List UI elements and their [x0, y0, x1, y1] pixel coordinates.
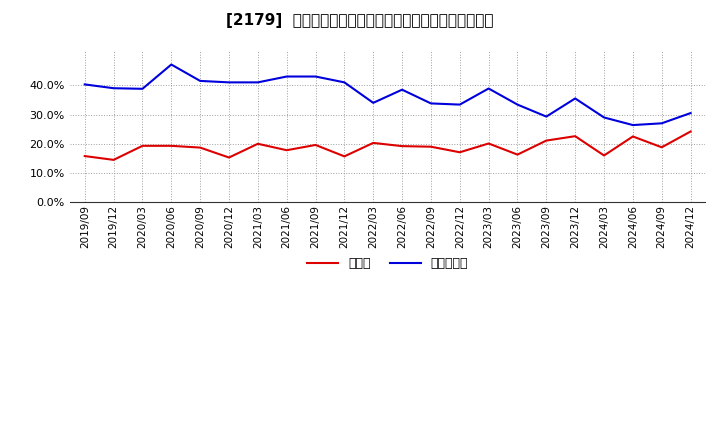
有利子負債 [542, 114, 551, 119]
現預金 [196, 145, 204, 150]
現預金 [167, 143, 176, 148]
現預金 [657, 145, 666, 150]
現預金 [456, 150, 464, 155]
現預金 [138, 143, 147, 148]
有利子負債 [397, 87, 406, 92]
現預金 [513, 152, 522, 157]
有利子負債 [81, 82, 89, 87]
現預金 [282, 147, 291, 153]
現預金 [686, 129, 695, 134]
現預金 [311, 142, 320, 147]
有利子負債 [629, 122, 637, 128]
有利子負債 [282, 74, 291, 79]
有利子負債 [571, 96, 580, 101]
有利子負債 [340, 80, 348, 85]
有利子負債 [167, 62, 176, 67]
現預金 [81, 154, 89, 159]
有利子負債 [513, 102, 522, 107]
現預金 [571, 134, 580, 139]
現預金 [225, 155, 233, 160]
有利子負債 [600, 115, 608, 120]
有利子負債 [485, 86, 493, 91]
有利子負債 [456, 102, 464, 107]
有利子負債 [686, 110, 695, 116]
現預金 [253, 141, 262, 147]
現預金 [109, 157, 118, 162]
有利子負債 [427, 101, 436, 106]
現預金 [369, 140, 377, 146]
有利子負債 [138, 86, 147, 92]
現預金 [542, 138, 551, 143]
有利子負債 [196, 78, 204, 84]
有利子負債 [657, 121, 666, 126]
Legend: 現預金, 有利子負債: 現預金, 有利子負債 [302, 252, 473, 275]
Text: [2179]  現預金、有利子負債の総資産に対する比率の推移: [2179] 現預金、有利子負債の総資産に対する比率の推移 [226, 13, 494, 28]
現預金 [485, 141, 493, 146]
有利子負債 [225, 80, 233, 85]
Line: 現預金: 現預金 [85, 132, 690, 160]
現預金 [600, 153, 608, 158]
有利子負債 [253, 80, 262, 85]
有利子負債 [311, 74, 320, 79]
有利子負債 [109, 85, 118, 91]
現預金 [427, 144, 436, 149]
Line: 有利子負債: 有利子負債 [85, 65, 690, 125]
有利子負債 [369, 100, 377, 106]
現預金 [397, 143, 406, 149]
現預金 [340, 154, 348, 159]
現預金 [629, 134, 637, 139]
